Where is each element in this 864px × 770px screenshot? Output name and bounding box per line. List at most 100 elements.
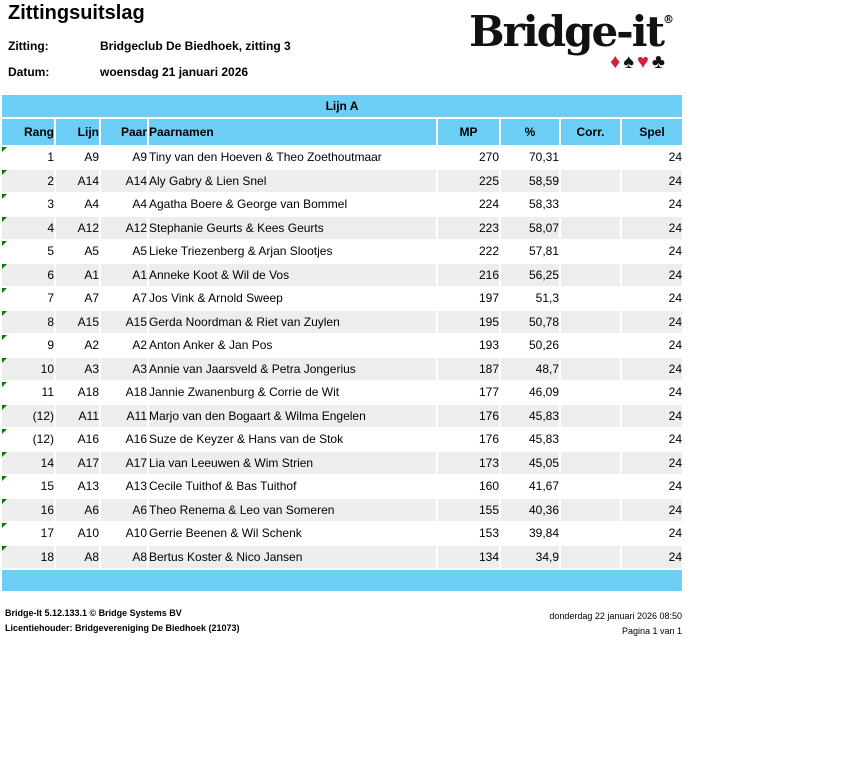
cell-lijn: A18 bbox=[56, 381, 99, 403]
heart-suit-icon: ♥ bbox=[637, 51, 652, 73]
cell-rang: 17 bbox=[2, 522, 54, 544]
cell-paarnamen: Jannie Zwanenburg & Corrie de Wit bbox=[149, 381, 436, 403]
cell-paar: A9 bbox=[101, 146, 147, 168]
result-row[interactable]: 2 A14 A14 Aly Gabry & Lien Snel 225 58,5… bbox=[2, 170, 683, 192]
cell-percent: 45,83 bbox=[501, 428, 559, 450]
cell-paar: A6 bbox=[101, 499, 147, 521]
col-header-paar: Paar bbox=[101, 118, 147, 145]
result-row[interactable]: 5 A5 A5 Lieke Triezenberg & Arjan Slootj… bbox=[2, 240, 683, 262]
cell-mp: 153 bbox=[438, 522, 499, 544]
cell-lijn: A16 bbox=[56, 428, 99, 450]
cell-spel: 24 bbox=[622, 193, 683, 215]
cell-paar: A1 bbox=[101, 264, 147, 286]
cell-paarnamen: Suze de Keyzer & Hans van de Stok bbox=[149, 428, 436, 450]
col-header-mp: MP bbox=[438, 118, 499, 145]
result-row[interactable]: 9 A2 A2 Anton Anker & Jan Pos 193 50,26 … bbox=[2, 334, 683, 356]
result-row[interactable]: 16 A6 A6 Theo Renema & Leo van Someren 1… bbox=[2, 499, 683, 521]
drilldown-marker-icon bbox=[2, 452, 8, 459]
cell-percent: 57,81 bbox=[501, 240, 559, 262]
drilldown-marker-icon bbox=[2, 499, 8, 506]
cell-corr bbox=[561, 546, 620, 568]
drilldown-marker-icon bbox=[2, 146, 8, 154]
cell-lijn: A6 bbox=[56, 499, 99, 521]
cell-rang: 14 bbox=[2, 452, 54, 474]
cell-lijn: A15 bbox=[56, 311, 99, 333]
cell-percent: 34,9 bbox=[501, 546, 559, 568]
cell-corr bbox=[561, 170, 620, 192]
cell-paarnamen: Jos Vink & Arnold Sweep bbox=[149, 287, 436, 309]
result-row[interactable]: 17 A10 A10 Gerrie Beenen & Wil Schenk 15… bbox=[2, 522, 683, 544]
registered-trademark-icon: ® bbox=[663, 13, 674, 26]
rang-value: 9 bbox=[47, 338, 54, 353]
cell-lijn: A13 bbox=[56, 475, 99, 497]
zitting-value: Bridgeclub De Biedhoek, zitting 3 bbox=[100, 39, 291, 53]
cell-corr bbox=[561, 475, 620, 497]
drilldown-marker-icon bbox=[2, 334, 8, 342]
club-suit-icon: ♣ bbox=[651, 51, 668, 73]
col-header-paarnamen: Paarnamen bbox=[149, 118, 436, 145]
footer-license-line: Licentiehouder: Bridgevereniging De Bied… bbox=[5, 623, 240, 633]
cell-lijn: A4 bbox=[56, 193, 99, 215]
drilldown-marker-icon bbox=[2, 170, 8, 177]
spade-suit-icon: ♠ bbox=[623, 51, 637, 73]
drilldown-marker-icon bbox=[2, 475, 8, 483]
line-group-header: Lijn A bbox=[2, 95, 683, 117]
footer-page-number: Pagina 1 van 1 bbox=[621, 625, 682, 636]
result-row[interactable]: 10 A3 A3 Annie van Jaarsveld & Petra Jon… bbox=[2, 358, 683, 380]
rang-value: 15 bbox=[40, 479, 54, 494]
cell-rang: 9 bbox=[2, 334, 54, 356]
cell-paar: A5 bbox=[101, 240, 147, 262]
result-row[interactable]: (12) A11 A11 Marjo van den Bogaart & Wil… bbox=[2, 405, 683, 427]
cell-corr bbox=[561, 452, 620, 474]
cell-corr bbox=[561, 428, 620, 450]
cell-rang: 16 bbox=[2, 499, 54, 521]
cell-rang: 1 bbox=[2, 146, 54, 168]
cell-rang: 15 bbox=[2, 475, 54, 497]
rang-value: 5 bbox=[47, 244, 54, 259]
result-row[interactable]: 4 A12 A12 Stephanie Geurts & Kees Geurts… bbox=[2, 217, 683, 239]
cell-rang: 10 bbox=[2, 358, 54, 380]
cell-spel: 24 bbox=[622, 311, 683, 333]
result-row[interactable]: 8 A15 A15 Gerda Noordman & Riet van Zuyl… bbox=[2, 311, 683, 333]
rang-value: 11 bbox=[41, 385, 54, 400]
result-row[interactable]: 7 A7 A7 Jos Vink & Arnold Sweep 197 51,3… bbox=[2, 287, 683, 309]
cell-mp: 225 bbox=[438, 170, 499, 192]
line-group-row: Lijn A bbox=[2, 95, 683, 117]
cell-rang: 6 bbox=[2, 264, 54, 286]
cell-paarnamen: Gerda Noordman & Riet van Zuylen bbox=[149, 311, 436, 333]
cell-paarnamen: Agatha Boere & George van Bommel bbox=[149, 193, 436, 215]
cell-corr bbox=[561, 381, 620, 403]
column-header-row: Rang Lijn Paar Paarnamen MP % Corr. Spel bbox=[2, 118, 683, 145]
result-row[interactable]: 3 A4 A4 Agatha Boere & George van Bommel… bbox=[2, 193, 683, 215]
rang-value: (12) bbox=[32, 408, 54, 423]
cell-lijn: A7 bbox=[56, 287, 99, 309]
cell-mp: 197 bbox=[438, 287, 499, 309]
cell-paar: A13 bbox=[101, 475, 147, 497]
datum-label: Datum: bbox=[8, 65, 50, 79]
result-row[interactable]: 1 A9 A9 Tiny van den Hoeven & Theo Zoeth… bbox=[2, 146, 683, 168]
cell-percent: 70,31 bbox=[501, 146, 559, 168]
rang-value: 6 bbox=[47, 267, 54, 282]
result-row[interactable]: 18 A8 A8 Bertus Koster & Nico Jansen 134… bbox=[2, 546, 683, 568]
results-table: Lijn A Rang Lijn Paar Paarnamen MP % Cor… bbox=[0, 93, 684, 593]
cell-percent: 56,25 bbox=[501, 264, 559, 286]
cell-rang: 3 bbox=[2, 193, 54, 215]
result-row[interactable]: 6 A1 A1 Anneke Koot & Wil de Vos 216 56,… bbox=[2, 264, 683, 286]
result-row[interactable]: 14 A17 A17 Lia van Leeuwen & Wim Strien … bbox=[2, 452, 683, 474]
drilldown-marker-icon bbox=[2, 287, 8, 295]
cell-mp: 176 bbox=[438, 405, 499, 427]
logo-wordmark-text: Bridge-it bbox=[469, 7, 665, 56]
cell-paar: A2 bbox=[101, 334, 147, 356]
result-row[interactable]: 11 A18 A18 Jannie Zwanenburg & Corrie de… bbox=[2, 381, 683, 403]
page-title: Zittingsuitslag bbox=[8, 2, 145, 24]
cell-spel: 24 bbox=[622, 240, 683, 262]
cell-percent: 50,26 bbox=[501, 334, 559, 356]
cell-mp: 155 bbox=[438, 499, 499, 521]
cell-lijn: A10 bbox=[56, 522, 99, 544]
cell-spel: 24 bbox=[622, 381, 683, 403]
result-row[interactable]: 15 A13 A13 Cecile Tuithof & Bas Tuithof … bbox=[2, 475, 683, 497]
result-row[interactable]: (12) A16 A16 Suze de Keyzer & Hans van d… bbox=[2, 428, 683, 450]
drilldown-marker-icon bbox=[2, 546, 8, 553]
cell-rang: 7 bbox=[2, 287, 54, 309]
cell-paar: A8 bbox=[101, 546, 147, 568]
